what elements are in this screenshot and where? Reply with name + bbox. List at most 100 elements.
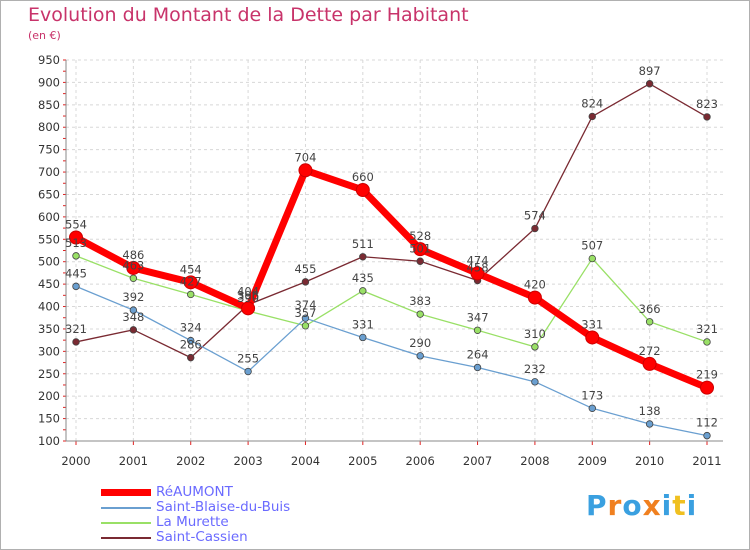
data-point (473, 326, 482, 334)
data-point (187, 336, 195, 345)
series-line-1 (75, 285, 708, 437)
data-label: 445 (65, 266, 87, 280)
data-label: 321 (696, 322, 718, 336)
y-tick-label: 100 (38, 434, 60, 448)
data-label: 704 (294, 150, 316, 164)
x-tick-label: 2000 (61, 454, 90, 468)
chart-subtitle: (en €) (28, 29, 61, 42)
legend-label: RéAUMONT (156, 484, 233, 500)
legend-swatch (101, 507, 151, 509)
logo-letter: x (642, 489, 662, 522)
data-label: 897 (639, 64, 661, 78)
y-tick-label: 150 (38, 412, 60, 426)
x-tick-label: 2005 (348, 454, 377, 468)
data-point (703, 113, 711, 121)
data-label: 458 (467, 261, 489, 275)
data-point (588, 254, 596, 263)
data-point (413, 242, 428, 257)
data-point (72, 338, 80, 346)
legend-swatch (101, 537, 151, 539)
data-point (187, 290, 195, 299)
x-tick-label: 2011 (692, 454, 721, 468)
data-point (301, 314, 310, 322)
data-point (187, 353, 195, 362)
data-point (298, 163, 313, 178)
data-point (69, 230, 83, 245)
data-label: 463 (122, 258, 144, 272)
data-point (241, 301, 256, 316)
data-point (126, 260, 141, 275)
y-tick-label: 250 (38, 367, 60, 381)
y-tick-label: 200 (38, 389, 60, 403)
series-line-3 (75, 83, 708, 359)
data-point (416, 310, 424, 318)
data-point (129, 274, 138, 282)
data-label: 374 (294, 298, 316, 312)
data-point (301, 278, 310, 286)
data-label: 823 (696, 97, 718, 111)
logo-letter: P (586, 489, 608, 522)
data-label: 173 (581, 388, 603, 402)
y-tick-label: 850 (38, 98, 60, 112)
y-tick-label: 600 (38, 210, 60, 224)
data-point (129, 326, 138, 334)
data-point (183, 275, 198, 290)
y-tick-label: 950 (38, 53, 60, 67)
data-label: 455 (294, 262, 316, 276)
chart-title: Evolution du Montant de la Dette par Hab… (28, 4, 469, 26)
data-point (645, 80, 654, 88)
data-label: 366 (639, 302, 661, 316)
series-line-2 (75, 255, 708, 348)
series-line-0 (74, 166, 709, 391)
data-label: 232 (524, 362, 546, 376)
x-tick-label: 2006 (406, 454, 435, 468)
logo-letter: i (661, 489, 673, 522)
data-point (416, 257, 424, 265)
y-tick-label: 750 (38, 143, 60, 157)
legend-label: La Murette (156, 514, 229, 530)
data-label: 427 (180, 274, 202, 288)
data-point (416, 352, 424, 360)
data-label: 219 (696, 368, 718, 382)
data-point (359, 253, 367, 261)
data-point (703, 338, 711, 346)
plot-area (66, 60, 723, 441)
data-label: 112 (696, 416, 718, 430)
data-point (72, 282, 80, 291)
logo-letter: i (686, 489, 698, 522)
data-point (301, 322, 310, 330)
data-label: 474 (467, 253, 489, 267)
data-point (473, 363, 482, 372)
data-label: 554 (65, 218, 87, 232)
data-label: 324 (180, 321, 202, 335)
data-point (588, 112, 596, 121)
x-tick-label: 2002 (176, 454, 205, 468)
x-tick-label: 2003 (233, 454, 262, 468)
data-label: 513 (65, 236, 87, 250)
data-point (359, 333, 367, 342)
data-label: 347 (467, 310, 489, 324)
data-label: 420 (524, 278, 546, 292)
x-tick-label: 2008 (520, 454, 549, 468)
y-tick-label: 550 (38, 232, 60, 246)
data-label: 528 (409, 229, 431, 243)
y-tick-label: 350 (38, 322, 60, 336)
data-label: 264 (467, 347, 489, 361)
logo-letter: o (622, 489, 643, 522)
data-point (642, 356, 657, 371)
data-label: 321 (65, 322, 87, 336)
data-label: 331 (352, 317, 374, 331)
data-label: 331 (581, 317, 603, 331)
data-label: 272 (639, 344, 661, 358)
data-label: 501 (409, 241, 431, 255)
data-label: 357 (294, 306, 316, 320)
data-label: 396 (237, 288, 259, 302)
data-point (588, 404, 596, 412)
data-label: 255 (237, 352, 259, 366)
data-point (585, 330, 600, 345)
legend-label: Saint-Blaise-du-Buis (156, 499, 291, 515)
data-label: 486 (122, 248, 144, 262)
y-tick-label: 700 (38, 165, 60, 179)
y-tick-label: 900 (38, 75, 60, 89)
